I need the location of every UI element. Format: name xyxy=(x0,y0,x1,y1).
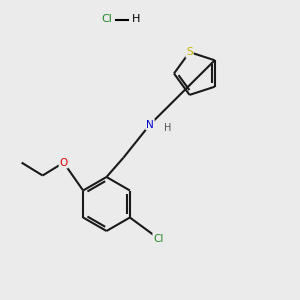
Text: O: O xyxy=(59,158,68,168)
Text: H: H xyxy=(164,123,171,134)
Text: H: H xyxy=(132,14,141,25)
Text: Cl: Cl xyxy=(153,233,164,244)
Text: N: N xyxy=(146,119,154,130)
Text: Cl: Cl xyxy=(101,14,112,25)
Text: S: S xyxy=(186,47,193,57)
